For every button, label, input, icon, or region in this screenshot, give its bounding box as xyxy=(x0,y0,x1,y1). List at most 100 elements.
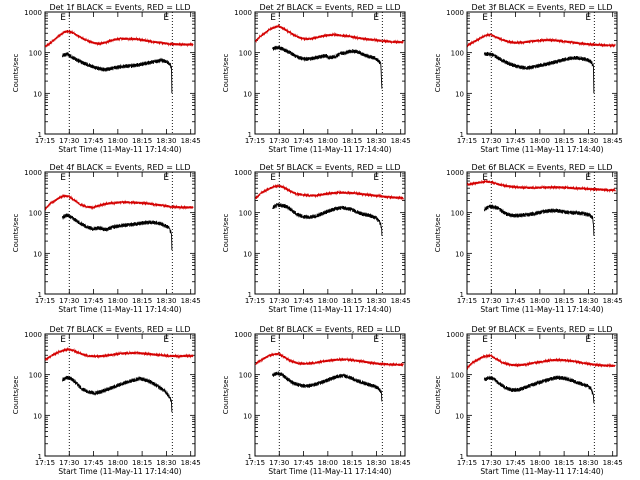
x-tick-label: 17:30 xyxy=(481,137,501,145)
y-tick-label: 10 xyxy=(33,412,42,420)
y-tick-label: 100 xyxy=(29,372,42,380)
y-tick-label: 10 xyxy=(243,90,252,98)
x-tick-label: 17:45 xyxy=(293,459,313,467)
x-tick-label: 17:15 xyxy=(35,137,55,145)
marker-letter: E xyxy=(163,13,169,23)
x-tick-label: 18:30 xyxy=(578,297,598,305)
marker-letter: E xyxy=(585,13,591,23)
detector-panel: Det 9f BLACK = Events, RED = LLD 1 10 100 10… xyxy=(434,325,623,476)
x-axis-label: Start Time (11-May-11 17:14:40) xyxy=(480,145,603,154)
x-tick-label: 17:45 xyxy=(83,137,103,145)
x-tick-label: 18:15 xyxy=(132,459,152,467)
x-tick-label: 18:15 xyxy=(132,297,152,305)
plot-frame xyxy=(254,171,406,295)
y-tick-label: 10 xyxy=(455,250,464,258)
x-axis-label: Start Time (11-May-11 17:14:40) xyxy=(480,467,603,476)
x-tick-label: 17:15 xyxy=(35,459,55,467)
y-tick-label: 1000 xyxy=(24,331,42,339)
y-axis-label: Counts/sec xyxy=(12,214,20,253)
events-series-line xyxy=(483,374,595,404)
y-tick-label: 1 xyxy=(38,131,42,139)
x-tick-label: 17:15 xyxy=(245,297,265,305)
marker-letter: E xyxy=(270,173,276,183)
y-axis-label: Counts/sec xyxy=(222,376,230,415)
x-tick-label: 18:15 xyxy=(342,137,362,145)
x-tick-label: 18:30 xyxy=(578,459,598,467)
x-axis-label: Start Time (11-May-11 17:14:40) xyxy=(480,305,603,314)
x-tick-label: 17:45 xyxy=(505,297,525,305)
events-series-line xyxy=(271,202,383,236)
y-tick-label: 1000 xyxy=(234,9,252,17)
x-tick-label: 17:15 xyxy=(457,297,477,305)
x-tick-label: 17:30 xyxy=(59,459,79,467)
x-tick-label: 17:45 xyxy=(83,459,103,467)
y-tick-label: 1000 xyxy=(234,169,252,177)
x-tick-label: 18:45 xyxy=(391,137,411,145)
marker-letter: E xyxy=(60,173,66,183)
marker-letter: E xyxy=(270,335,276,345)
marker-letter: E xyxy=(585,173,591,183)
events-series-line xyxy=(61,51,173,94)
x-axis-label: Start Time (11-May-11 17:14:40) xyxy=(268,467,391,476)
x-tick-label: 17:30 xyxy=(481,459,501,467)
x-axis-label: Start Time (11-May-11 17:14:40) xyxy=(58,145,181,154)
plot-frame xyxy=(44,333,196,457)
x-tick-label: 18:30 xyxy=(156,459,176,467)
panel-title: Det 1f BLACK = Events, RED = LLD xyxy=(49,3,190,12)
plot-frame xyxy=(466,171,618,295)
x-tick-label: 17:30 xyxy=(481,297,501,305)
y-tick-label: 10 xyxy=(33,250,42,258)
y-axis-label: Counts/sec xyxy=(434,376,442,415)
marker-letter: E xyxy=(60,13,66,23)
marker-letter: E xyxy=(163,335,169,345)
y-tick-label: 10 xyxy=(455,90,464,98)
lld-series-line xyxy=(254,23,404,45)
y-tick-label: 10 xyxy=(455,412,464,420)
marker-letter: E xyxy=(373,335,379,345)
x-tick-label: 18:30 xyxy=(366,459,386,467)
marker-letter: E xyxy=(163,173,169,183)
x-tick-label: 18:00 xyxy=(530,459,550,467)
detector-panel: Det 8f BLACK = Events, RED = LLD 1 10 100 10… xyxy=(222,325,411,476)
x-tick-label: 18:15 xyxy=(554,137,574,145)
marker-letter: E xyxy=(482,13,488,23)
x-tick-label: 18:15 xyxy=(132,137,152,145)
y-tick-label: 1000 xyxy=(446,169,464,177)
marker-letter: E xyxy=(373,13,379,23)
panel-title: Det 8f BLACK = Events, RED = LLD xyxy=(259,325,400,334)
y-axis-label: Counts/sec xyxy=(12,54,20,93)
x-tick-label: 17:45 xyxy=(505,137,525,145)
detector-panel: Det 5f BLACK = Events, RED = LLD 1 10 100 10… xyxy=(222,163,411,314)
events-series-line xyxy=(272,45,383,89)
y-tick-label: 1 xyxy=(460,291,464,299)
x-tick-label: 18:00 xyxy=(530,137,550,145)
x-axis-label: Start Time (11-May-11 17:14:40) xyxy=(58,467,181,476)
y-tick-label: 1000 xyxy=(446,9,464,17)
y-tick-label: 1 xyxy=(38,291,42,299)
x-tick-label: 18:45 xyxy=(603,297,623,305)
y-axis-label: Counts/sec xyxy=(222,54,230,93)
panel-title: Det 5f BLACK = Events, RED = LLD xyxy=(259,163,400,172)
lld-series-line xyxy=(466,178,616,193)
x-axis-label: Start Time (11-May-11 17:14:40) xyxy=(268,145,391,154)
events-series-line xyxy=(483,51,595,94)
y-tick-label: 100 xyxy=(239,372,252,380)
lld-series-line xyxy=(466,32,616,49)
events-series-line xyxy=(61,213,173,251)
y-tick-label: 100 xyxy=(451,210,464,218)
marker-letter: E xyxy=(585,335,591,345)
x-tick-label: 17:45 xyxy=(83,297,103,305)
marker-letter: E xyxy=(60,335,66,345)
panel-title: Det 9f BLACK = Events, RED = LLD xyxy=(471,325,612,334)
y-tick-label: 100 xyxy=(29,210,42,218)
x-tick-label: 18:15 xyxy=(554,297,574,305)
y-tick-label: 1 xyxy=(460,131,464,139)
lld-series-line xyxy=(44,193,194,211)
y-tick-label: 100 xyxy=(239,50,252,58)
y-tick-label: 1000 xyxy=(24,9,42,17)
x-tick-label: 17:45 xyxy=(505,459,525,467)
lld-series-line xyxy=(44,346,194,361)
detector-panel: Det 1f BLACK = Events, RED = LLD 1 10 100 10… xyxy=(12,3,201,154)
panel-title: Det 4f BLACK = Events, RED = LLD xyxy=(49,163,190,172)
marker-letter: E xyxy=(482,173,488,183)
